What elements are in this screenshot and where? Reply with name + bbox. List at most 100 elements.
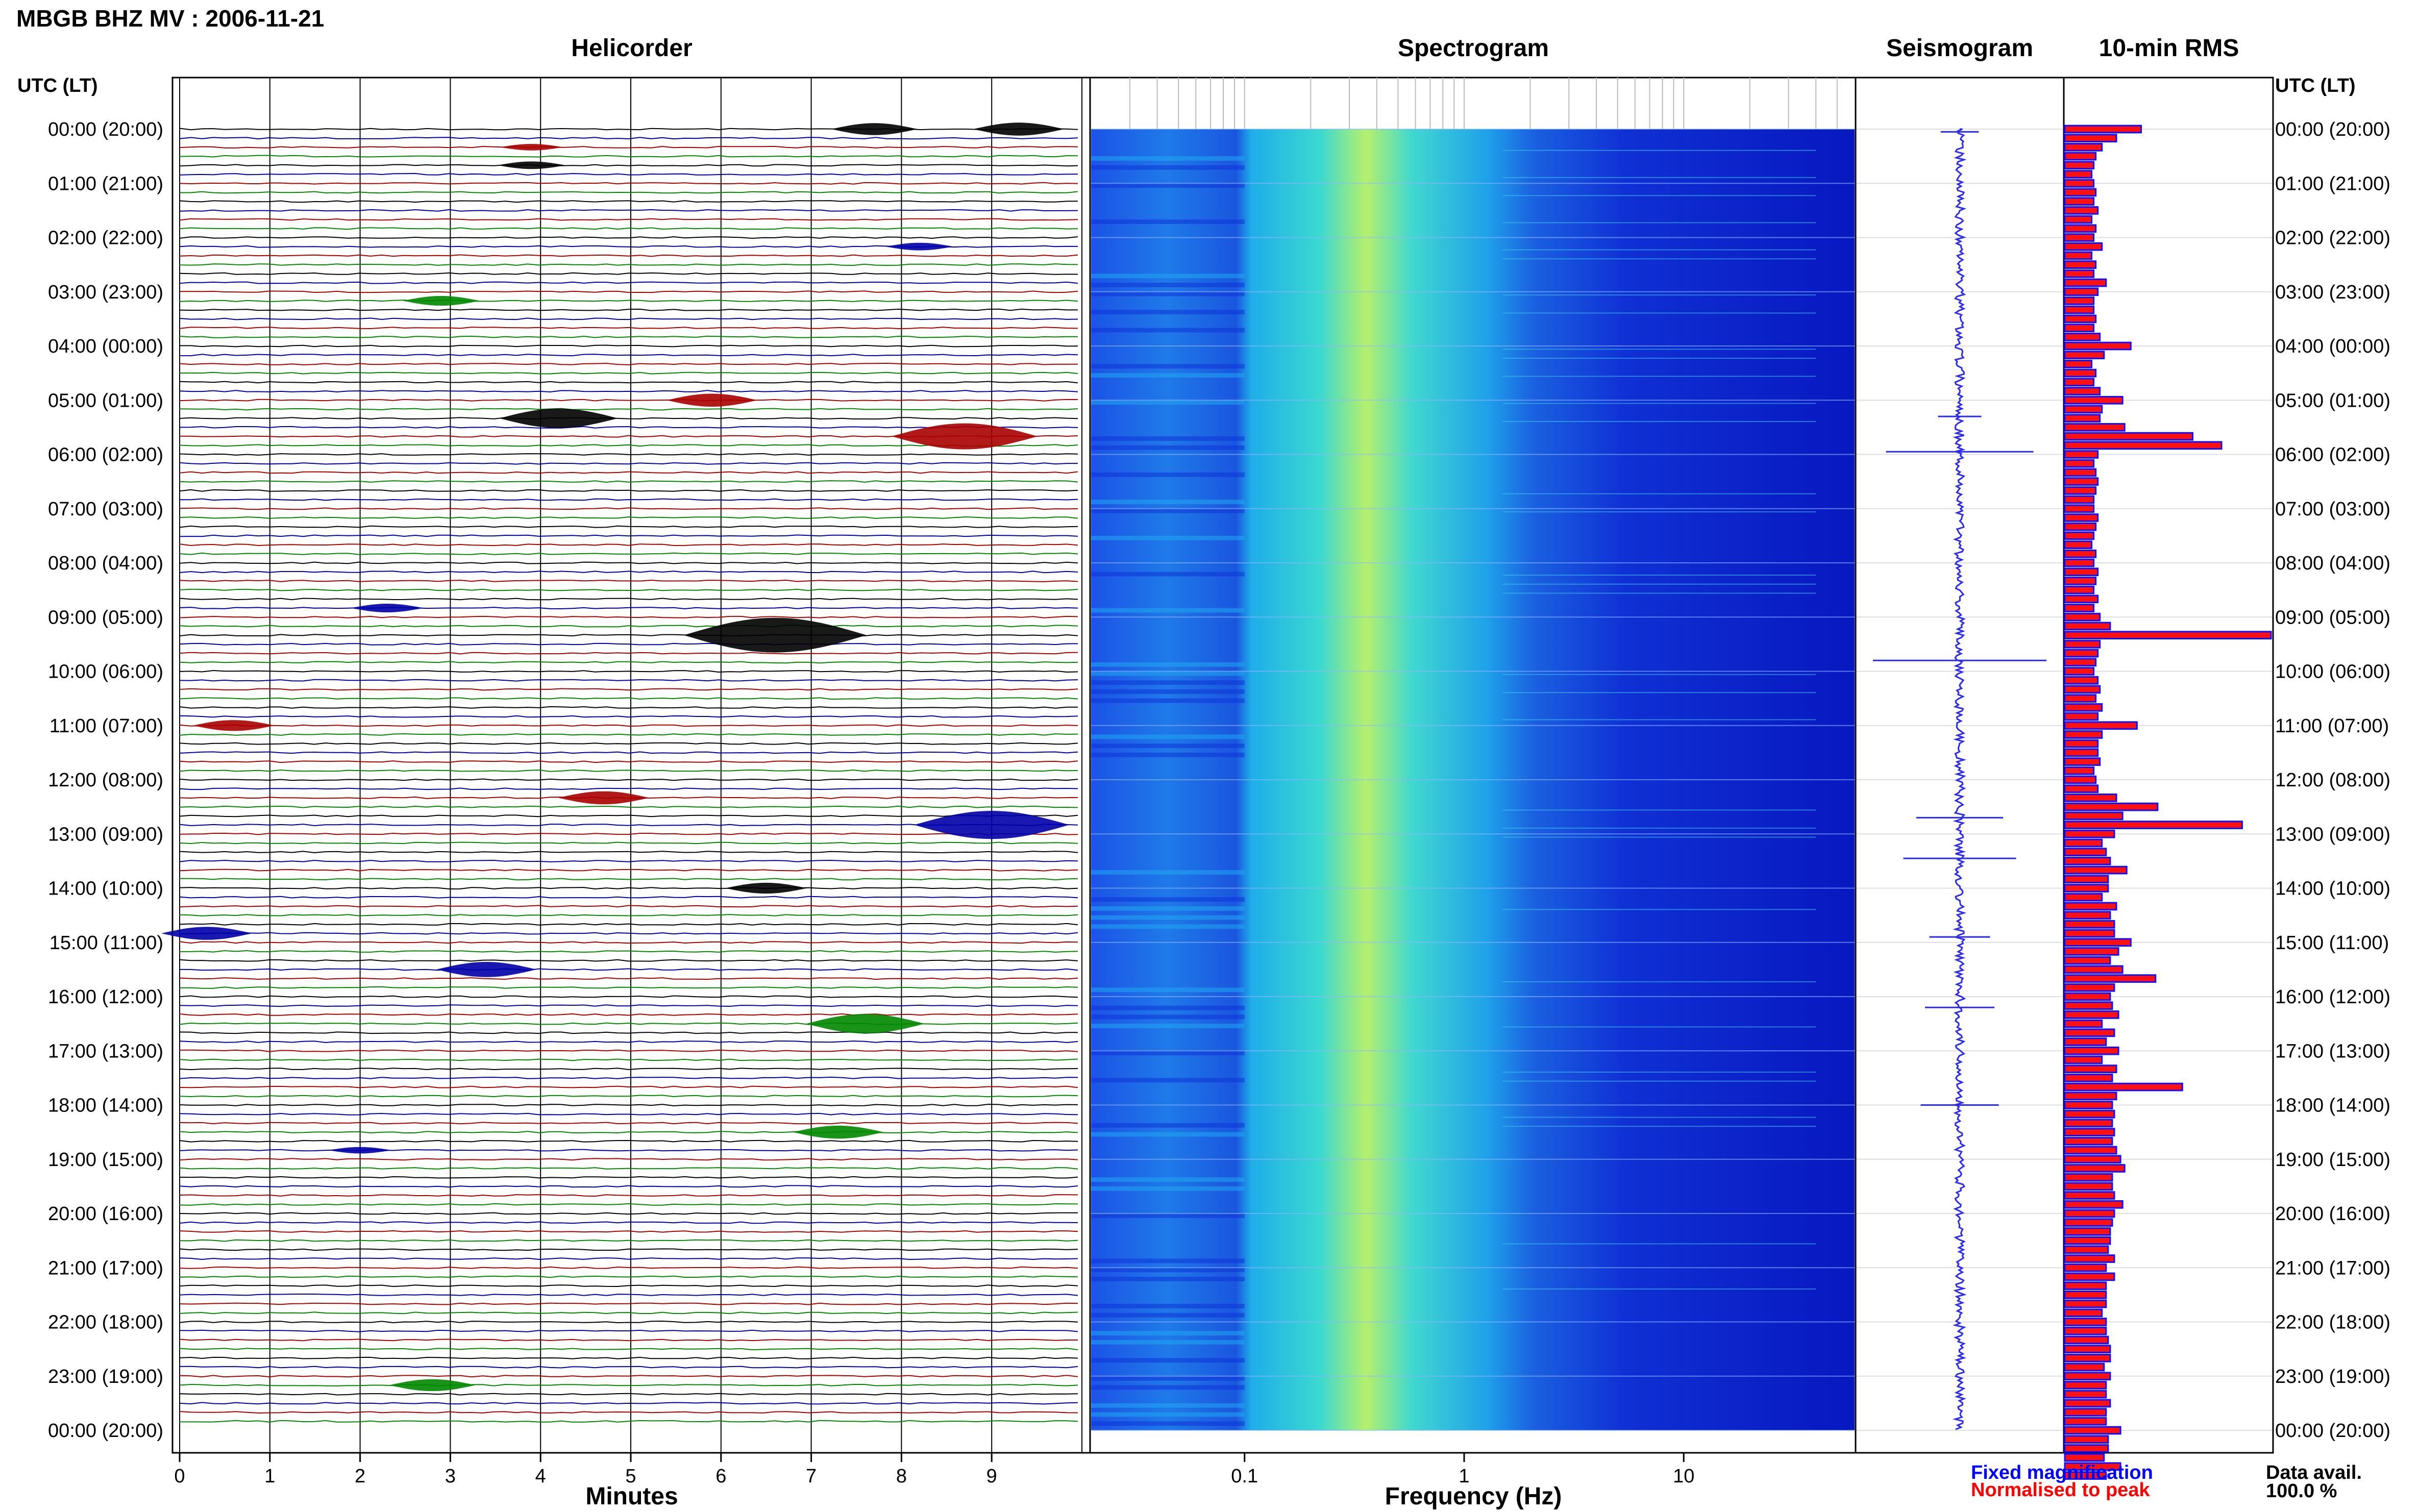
rms-bar (2064, 1046, 2119, 1055)
spectrogram-streak (1091, 1304, 1245, 1308)
helicorder-trace (179, 1366, 1078, 1369)
spectrogram-band (1502, 349, 1816, 350)
spectrogram-band (1502, 249, 1816, 251)
seismogram-grid (1857, 129, 2063, 1431)
rms-bar (2064, 405, 2103, 414)
helicorder-trace (179, 308, 1078, 311)
helicorder-trace (179, 670, 1078, 673)
spectrogram-band (1502, 674, 1816, 675)
time-label-right: 12:00 (08:00) (2275, 770, 2390, 791)
figure-title: MBGB BHZ MV : 2006-11-21 (16, 5, 324, 32)
time-label-right: 07:00 (03:00) (2275, 499, 2390, 520)
time-label-left: 23:00 (19:00) (48, 1366, 163, 1387)
time-label-left: 07:00 (03:00) (48, 499, 163, 520)
rms-bar (2064, 1164, 2126, 1173)
rms-bar (2064, 739, 2099, 748)
helicorder-trace (179, 155, 1078, 158)
spectrogram-streak (1091, 283, 1245, 287)
helicorder-trace (179, 1402, 1078, 1405)
time-label-left: 12:00 (08:00) (48, 770, 163, 791)
spectrogram-streak (1091, 752, 1245, 757)
rms-bar (2064, 857, 2111, 865)
rms-bar (2064, 1173, 2113, 1182)
helicorder-trace (179, 1112, 1078, 1116)
helicorder-trace (179, 1004, 1078, 1007)
spectrogram-band (1502, 403, 1816, 404)
spectrogram-band (1502, 177, 1816, 178)
time-label-left: 17:00 (13:00) (48, 1040, 163, 1062)
rms-bar (2064, 1101, 2113, 1109)
helicorder-trace (179, 1176, 1078, 1179)
helicorder-trace (179, 1122, 1078, 1125)
rms-bar (2064, 794, 2117, 802)
helicorder-trace (179, 408, 1078, 411)
time-label-left: 00:00 (20:00) (48, 119, 163, 140)
rms-bar (2064, 1281, 2107, 1291)
rms-bar (2064, 821, 2243, 829)
rms-bar (2064, 1227, 2111, 1236)
helicorder-trace (179, 760, 1078, 763)
helicorder-trace (179, 1383, 1078, 1386)
rms-bar (2064, 1299, 2107, 1308)
spectrogram-streak (1091, 906, 1245, 911)
rms-bar (2064, 477, 2099, 486)
spectrogram-band (1502, 195, 1816, 196)
seismogram-trace (1952, 128, 1967, 1430)
rms-bar (2064, 757, 2101, 766)
legend-normalised-to-peak: Normalised to peak (1971, 1479, 2150, 1501)
helicorder-trace (179, 1348, 1078, 1351)
rms-bar (2064, 838, 2103, 848)
helicorder-trace (179, 1221, 1078, 1224)
time-label-left: 14:00 (10:00) (48, 878, 163, 900)
helicorder-trace (179, 137, 1078, 140)
helicorder-trace (179, 172, 1078, 176)
spectrogram-streak (1091, 680, 1245, 685)
helicorder-trace (179, 886, 1078, 890)
legend-fixed-magnification: Fixed magnification (1971, 1462, 2153, 1483)
helicorder-event (436, 962, 537, 977)
rms-bar (2064, 513, 2099, 522)
helicorder-trace (179, 769, 1078, 772)
rms-bar (2064, 893, 2103, 902)
spectrogram-streak (1091, 535, 1245, 540)
spectrogram-streak (1091, 373, 1245, 378)
helicorder-event (793, 1125, 884, 1139)
helicorder-trace (179, 543, 1078, 547)
helicorder-event (351, 604, 424, 612)
spectrogram-streak (1091, 445, 1245, 450)
helicorder-trace (179, 652, 1078, 655)
helicorder-event (500, 144, 563, 151)
helicorder-trace (179, 1302, 1078, 1305)
rms-bar (2064, 278, 2107, 287)
rms-bar (2064, 1390, 2107, 1399)
spectrogram-streak (1091, 662, 1245, 667)
spectrogram-streak (1091, 734, 1245, 739)
helicorder-title: Helicorder (571, 35, 692, 62)
spectrogram-band (1502, 222, 1816, 224)
helicorder-event (885, 242, 954, 251)
spectrogram-streak (1091, 274, 1245, 279)
spectrogram-streak (1091, 1268, 1245, 1273)
helicorder-trace (179, 1329, 1078, 1332)
helicorder-trace (179, 1031, 1078, 1034)
helicorder-trace (179, 832, 1078, 835)
helicorder-trace (179, 615, 1078, 618)
spectrogram-streak (1091, 1376, 1245, 1381)
helicorder-trace (179, 878, 1078, 881)
spectrogram-streak (1091, 1385, 1245, 1390)
helicorder-trace (179, 1139, 1078, 1143)
time-label-left: 19:00 (15:00) (48, 1149, 163, 1171)
data-avail-label: Data avail. (2266, 1462, 2362, 1483)
rms-bar (2064, 1236, 2111, 1245)
helicorder-trace (179, 417, 1078, 420)
helicorder-trace (179, 977, 1078, 980)
rms-bar (2064, 920, 2115, 929)
rms-bar (2064, 504, 2095, 513)
rms-bar (2064, 1200, 2124, 1209)
helicorder-trace (179, 1068, 1078, 1071)
rms-bar (2064, 1399, 2111, 1408)
time-label-left: 05:00 (01:00) (48, 390, 163, 411)
rms-bar (2064, 1082, 2183, 1092)
rms-bar (2064, 143, 2103, 152)
rms-bar (2064, 341, 2132, 351)
